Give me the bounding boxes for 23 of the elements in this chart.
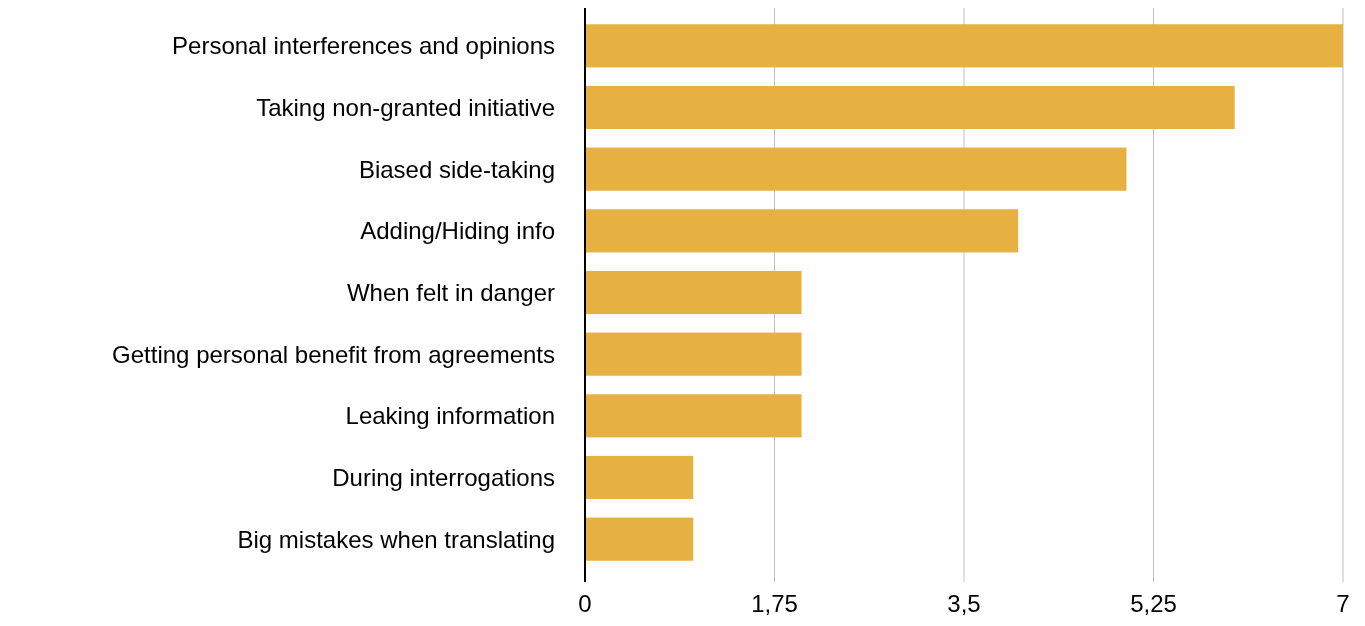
y-tick-label: During interrogations — [332, 463, 555, 491]
bar — [585, 24, 1343, 68]
x-tick-label: 7 — [1336, 590, 1350, 617]
y-tick-label: Getting personal benefit from agreements — [112, 340, 555, 368]
x-tick-label: 0 — [578, 590, 592, 617]
bar — [585, 332, 802, 376]
y-tick-label: Taking non-granted initiative — [256, 93, 555, 121]
y-tick-label: Big mistakes when translating — [237, 525, 555, 553]
bar — [585, 455, 694, 500]
bar — [585, 209, 1019, 253]
x-tick-label: 5,25 — [1130, 590, 1177, 617]
bar — [585, 394, 802, 438]
bar — [585, 270, 802, 315]
bar — [585, 85, 1235, 130]
y-tick-label: Biased side-taking — [358, 155, 555, 183]
bar — [585, 147, 1127, 191]
y-tick-label: Leaking information — [345, 402, 555, 430]
y-tick-label: When felt in danger — [346, 278, 556, 306]
bar — [585, 517, 694, 561]
x-tick-label: 1,75 — [751, 590, 798, 617]
x-tick-label: 3,5 — [947, 590, 981, 617]
y-tick-label: Personal interferences and opinions — [172, 32, 555, 60]
y-tick-label: Adding/Hiding info — [360, 217, 555, 245]
